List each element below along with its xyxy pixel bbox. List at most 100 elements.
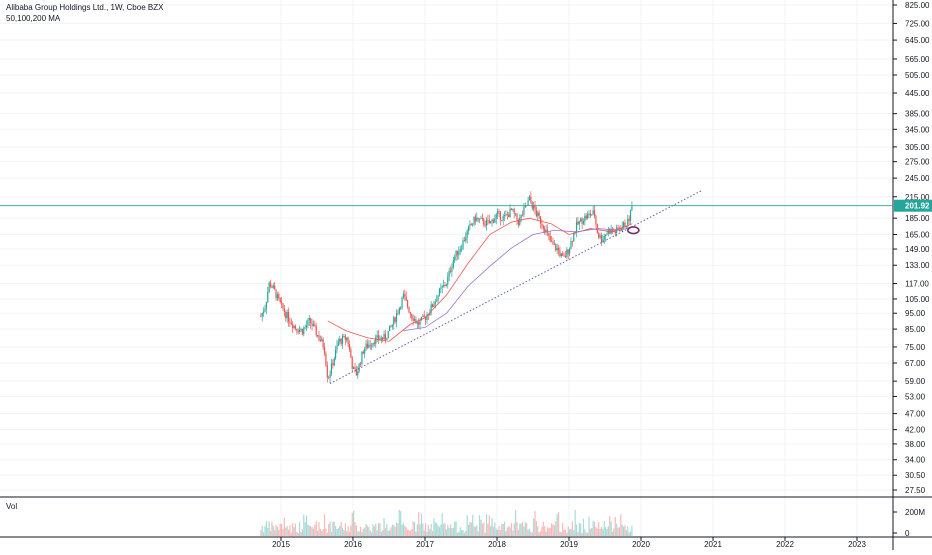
volume-bar bbox=[523, 526, 525, 536]
candle-body bbox=[377, 335, 380, 340]
price-tick-label: 345.00 bbox=[905, 125, 930, 134]
volume-label[interactable]: Vol bbox=[6, 502, 18, 511]
volume-bar bbox=[301, 529, 303, 536]
candle-body bbox=[480, 218, 482, 219]
volume-bar bbox=[448, 527, 450, 536]
volume-bar bbox=[308, 525, 310, 536]
candle-body bbox=[526, 205, 528, 207]
volume-bar bbox=[546, 527, 549, 536]
candle-body bbox=[357, 371, 359, 376]
volume-bar bbox=[566, 532, 568, 536]
last-price-badge bbox=[894, 199, 932, 212]
candle-body bbox=[323, 347, 326, 354]
candle-body bbox=[364, 348, 366, 354]
candle-body bbox=[517, 219, 519, 225]
symbol-title[interactable]: Alibaba Group Holdings Ltd., 1W, Cboe BZ… bbox=[6, 3, 164, 12]
volume-bar bbox=[425, 523, 427, 536]
volume-bar bbox=[458, 531, 460, 536]
candle-body bbox=[267, 292, 269, 303]
candle-body bbox=[599, 235, 601, 238]
volume-bar bbox=[447, 524, 449, 536]
candle-body bbox=[376, 335, 378, 337]
candle-body bbox=[289, 321, 291, 324]
volume-bar bbox=[397, 523, 399, 536]
volume-bar bbox=[474, 526, 477, 536]
candle-body bbox=[454, 256, 456, 261]
candle-body bbox=[603, 235, 605, 240]
volume-bar bbox=[290, 532, 292, 536]
volume-bar bbox=[382, 530, 384, 536]
volume-bar bbox=[623, 526, 625, 536]
candle-body bbox=[265, 302, 267, 309]
candle-body bbox=[485, 219, 488, 226]
volume-bar bbox=[491, 518, 493, 536]
candle-body bbox=[319, 340, 321, 342]
candle-body bbox=[598, 233, 600, 238]
volume-bar bbox=[598, 522, 600, 536]
candle-body bbox=[283, 308, 285, 313]
candle-body bbox=[465, 237, 467, 241]
volume-bar bbox=[405, 527, 407, 536]
candle-body bbox=[264, 308, 266, 312]
volume-bar bbox=[283, 517, 285, 536]
volume-bar bbox=[423, 530, 425, 536]
volume-bar bbox=[281, 524, 283, 536]
grid-lines bbox=[0, 0, 893, 537]
price-tick-label: 215.00 bbox=[905, 193, 930, 202]
candle-body bbox=[341, 336, 344, 344]
volume-bar bbox=[541, 527, 543, 536]
candle-body bbox=[497, 211, 499, 214]
volume-bar bbox=[571, 521, 573, 536]
volume-bar bbox=[296, 531, 298, 536]
candle-body bbox=[447, 276, 449, 285]
candle-body bbox=[336, 345, 338, 350]
candle-body bbox=[463, 240, 465, 242]
volume-bar bbox=[513, 523, 515, 536]
candle-body bbox=[541, 223, 543, 226]
candle-body bbox=[495, 213, 497, 219]
volume-bar bbox=[364, 527, 366, 536]
ma-50-line bbox=[327, 217, 633, 342]
volume-bar bbox=[562, 523, 564, 536]
volume-bar bbox=[503, 521, 506, 536]
volume-bar bbox=[542, 521, 544, 536]
candle-body bbox=[425, 317, 427, 320]
price-tick-label: 47.00 bbox=[905, 410, 926, 419]
candle-body bbox=[344, 335, 346, 340]
volume-bar bbox=[456, 532, 459, 536]
candle-body bbox=[499, 211, 501, 221]
volume-bar bbox=[268, 521, 270, 536]
volume-bar bbox=[557, 512, 560, 536]
price-tick-label: 27.50 bbox=[905, 486, 926, 495]
volume-bar bbox=[527, 529, 529, 536]
volume-bar bbox=[409, 530, 411, 536]
candle-body bbox=[326, 365, 328, 378]
price-tick-label: 275.00 bbox=[905, 158, 930, 167]
candle-body bbox=[337, 341, 339, 346]
price-tick-label: 505.00 bbox=[905, 71, 930, 80]
volume-bar bbox=[287, 529, 290, 536]
volume-bar bbox=[279, 523, 281, 536]
volume-bar bbox=[391, 524, 393, 536]
candle-body bbox=[473, 216, 475, 225]
volume-bar bbox=[444, 522, 446, 536]
volume-bar bbox=[535, 521, 537, 536]
candle-body bbox=[593, 210, 596, 217]
volume-bar bbox=[443, 523, 445, 536]
volume-bar bbox=[620, 513, 622, 536]
volume-bar bbox=[440, 524, 442, 536]
candle-body bbox=[308, 318, 310, 321]
candle-body bbox=[477, 217, 479, 219]
volume-bar bbox=[573, 530, 575, 536]
candle-body bbox=[299, 329, 301, 333]
indicator-legend[interactable]: 50,100,200 MA bbox=[6, 14, 61, 23]
volume-bar bbox=[515, 510, 517, 536]
candle-body bbox=[458, 251, 460, 256]
volume-bar bbox=[340, 521, 342, 536]
candle-body bbox=[548, 232, 550, 236]
volume-bar bbox=[627, 526, 629, 536]
volume-bar bbox=[481, 523, 483, 536]
candle-body bbox=[560, 253, 562, 257]
